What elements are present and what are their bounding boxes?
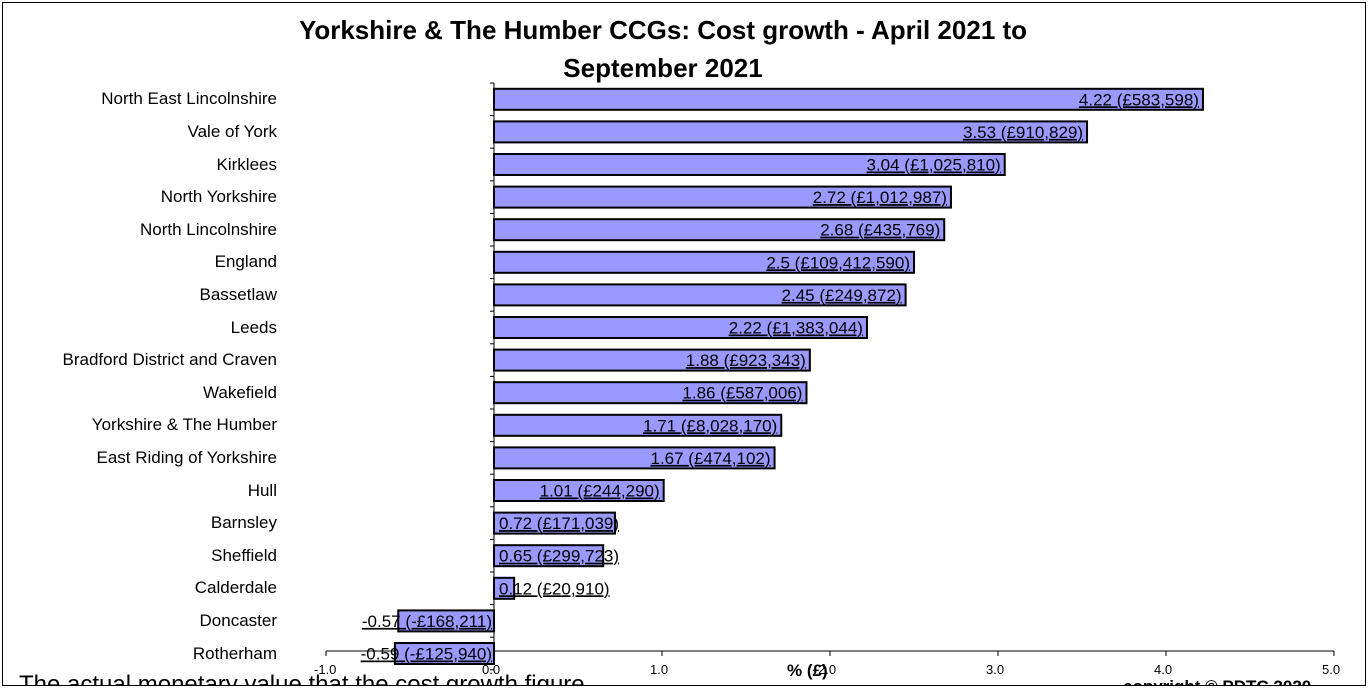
category-label: Wakefield: [202, 382, 277, 402]
category-label: East Riding of Yorkshire: [96, 447, 278, 467]
x-tick-label: 2.0: [818, 662, 837, 677]
category-label: Kirklees: [216, 154, 277, 174]
bar-value-label: 2.22 (£1,383,044): [729, 319, 863, 338]
category-label: Barnsley: [210, 513, 277, 533]
category-label: England: [214, 252, 277, 272]
bar: [397, 609, 495, 633]
copyright-notice: copyright © PDTC 2020: [1123, 677, 1311, 685]
bar-value-label: 2.72 (£1,012,987): [813, 188, 947, 207]
bar: [493, 218, 946, 242]
category-label: Vale of York: [187, 121, 277, 141]
bar: [493, 446, 776, 470]
bar-value-label: 3.04 (£1,025,810): [867, 156, 1001, 175]
bar-chart-plot: 4.22 (£583,598) 3.53 (£910,829) 3.04 (£1,0…: [325, 82, 1335, 671]
category-label: Bassetlaw: [199, 284, 277, 304]
bar-value-label: 1.71 (£8,028,170): [643, 416, 777, 435]
x-tick-label: 3.0: [986, 662, 1005, 677]
bar-value-label: 2.5 (£109,412,590): [766, 253, 910, 272]
bar: [493, 576, 516, 600]
category-label: Bradford District and Craven: [62, 350, 277, 370]
bar: [493, 87, 1204, 111]
x-axis-title: % (£): [787, 661, 828, 680]
chart-title-line-2: September 2021: [563, 53, 763, 83]
bar: [493, 153, 1006, 176]
bar-value-label: 0.65 (£299,723): [499, 547, 619, 566]
bar-value-label: -0.59 (-£125,940): [361, 645, 492, 664]
bar: [493, 413, 783, 437]
category-label: Calderdale: [194, 578, 277, 598]
bar: [493, 511, 616, 535]
x-tick-label: -1.0: [314, 662, 337, 677]
bar: [493, 185, 952, 209]
bar: [493, 544, 605, 568]
bar-value-label: -0.57 (-£168,211): [362, 612, 492, 631]
chart-title-line-1: Yorkshire & The Humber CCGs: Cost growth…: [298, 15, 1028, 45]
bar: [493, 348, 811, 372]
bar-value-label: 0.12 (£20,910): [499, 579, 610, 598]
bar-value-label: 1.01 (£244,290): [540, 482, 660, 501]
bar: [493, 479, 665, 502]
category-label: North Lincolnshire: [139, 219, 277, 239]
category-label: Hull: [247, 480, 277, 500]
bar: [493, 283, 907, 307]
bar-value-label: 1.88 (£923,343): [686, 351, 806, 370]
bar-value-label: 2.45 (£249,872): [782, 286, 902, 305]
bar: [493, 120, 1089, 144]
bar-value-label: 1.67 (£474,102): [651, 449, 771, 468]
bar: [393, 642, 496, 665]
category-label: Doncaster: [199, 610, 277, 630]
category-label: North East Lincolnshire: [101, 89, 277, 109]
bar-value-label: 4.22 (£583,598): [1079, 90, 1199, 109]
bar-value-label: 3.53 (£910,829): [963, 123, 1083, 142]
category-label: Yorkshire & The Humber: [91, 415, 277, 435]
bar-value-label: 1.86 (£587,006): [682, 384, 802, 403]
bar-value-label: 2.68 (£435,769): [820, 221, 940, 240]
bar: [493, 316, 868, 339]
footnote: The actual monetary value that the cost …: [19, 671, 585, 686]
bar-value-label: 0.72 (£171,039): [499, 514, 619, 533]
x-tick-label: 1.0: [650, 662, 669, 677]
x-tick-label: 5.0: [1322, 662, 1341, 677]
category-label: Rotherham: [192, 643, 277, 663]
bar: [493, 381, 808, 405]
bar: [493, 250, 915, 274]
category-label: Leeds: [230, 317, 277, 337]
x-tick-label: 4.0: [1154, 662, 1173, 677]
category-label: North Yorkshire: [160, 187, 277, 207]
category-label: Sheffield: [211, 545, 277, 565]
